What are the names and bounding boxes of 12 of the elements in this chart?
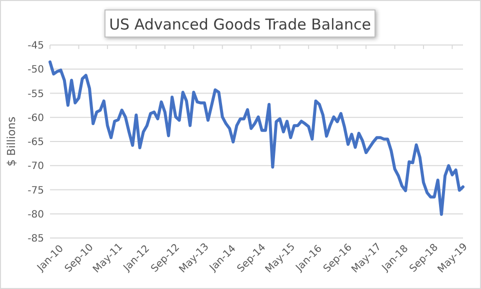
y-tick-label: -50 (28, 64, 44, 76)
y-tick-label: -60 (28, 112, 44, 124)
y-tick-label: -55 (28, 88, 44, 100)
line-series (48, 60, 464, 216)
chart-title: US Advanced Goods Trade Balance (109, 15, 371, 34)
y-tick-label: -80 (28, 209, 44, 220)
y-tick-label: -45 (28, 40, 44, 52)
y-tick-label: -70 (28, 161, 44, 172)
y-tick-label: -65 (28, 137, 44, 148)
y-tick-label: -85 (28, 234, 44, 244)
y-axis-title: $ Billions (5, 116, 18, 166)
y-tick-label: -75 (28, 185, 44, 196)
